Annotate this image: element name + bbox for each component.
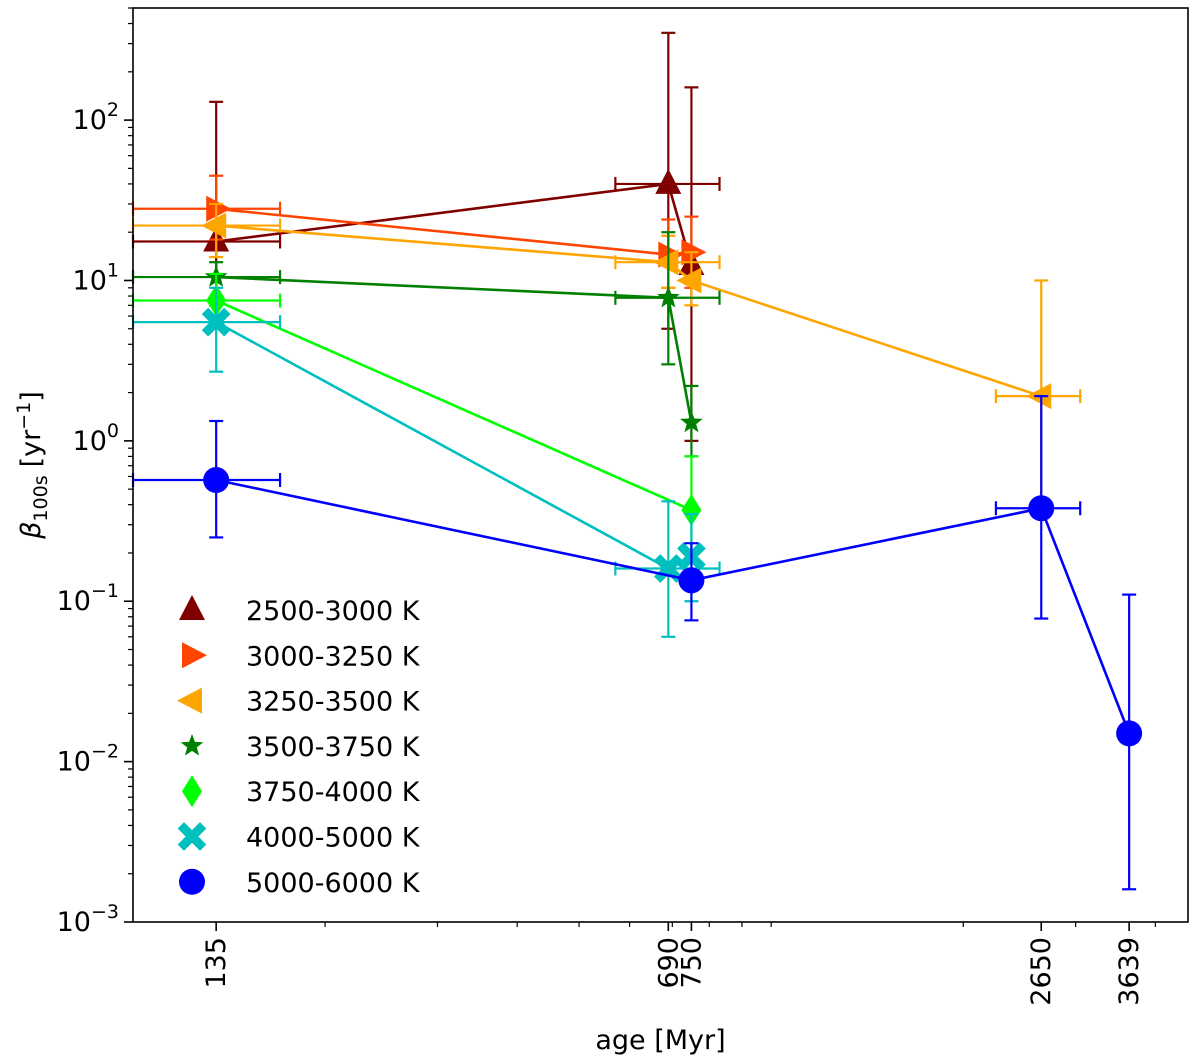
series-line	[216, 224, 1042, 398]
series-6	[131, 286, 721, 638]
y-tick-label: 10−2	[57, 741, 119, 778]
legend-entry: 3500-3750 K	[180, 732, 421, 763]
series-7	[131, 395, 1143, 891]
error-bar	[131, 272, 282, 330]
x-tick-label: 750	[676, 937, 707, 989]
series-1	[131, 31, 721, 442]
y-tick-label: 100	[73, 420, 119, 457]
legend-label: 5000-6000 K	[246, 868, 421, 899]
x-tick-label: 690	[653, 937, 684, 989]
legend-label: 2500-3000 K	[246, 596, 421, 627]
legend-label: 3500-3750 K	[246, 732, 421, 763]
legend-entry: 3000-3250 K	[182, 641, 421, 672]
legend-entry: 5000-6000 K	[179, 868, 421, 899]
legend: 2500-3000 K 3000-3250 K 3250-3500 K 3500-37…	[177, 595, 421, 899]
y-axis: 10−3 10−2 10−1 100 101 102	[57, 99, 133, 938]
legend-marker	[182, 775, 202, 808]
legend-entry: 2500-3000 K	[179, 595, 421, 627]
y-axis-label-unit-exp: −1	[13, 402, 35, 430]
legend-label: 3000-3250 K	[246, 641, 421, 672]
data-point	[676, 267, 702, 294]
data-point	[656, 285, 680, 308]
data-point	[653, 249, 679, 276]
error-bar	[131, 261, 282, 307]
error-bar	[131, 286, 282, 373]
legend-label: 3250-3500 K	[246, 687, 421, 718]
x-tick-label: 2650	[1026, 937, 1057, 1006]
series-line	[216, 275, 693, 423]
y-tick-label: 102	[73, 99, 119, 136]
legend-marker	[179, 868, 205, 895]
legend-marker	[177, 687, 202, 714]
legend-entry: 4000-5000 K	[177, 822, 421, 854]
y-tick-label: 10−3	[57, 901, 119, 938]
series-line	[215, 478, 1131, 734]
data-point	[1028, 495, 1055, 522]
minor-ticks	[128, 7, 1156, 927]
data-point	[201, 307, 231, 337]
y-axis-label-symbol: β	[16, 522, 47, 540]
y-axis-label-subscript: 100s	[30, 475, 52, 521]
legend-marker	[177, 822, 207, 851]
legend-entry: 3750-4000 K	[182, 775, 421, 808]
data-point	[680, 410, 703, 433]
x-axis-label: age [Myr]	[595, 1025, 725, 1056]
legend-label: 3750-4000 K	[246, 777, 421, 808]
legend-entry: 3250-3500 K	[177, 687, 421, 718]
x-tick-label: 3639	[1114, 937, 1145, 1006]
data-point	[203, 467, 230, 494]
legend-label: 4000-5000 K	[246, 823, 421, 854]
data-point	[681, 494, 702, 527]
series-3	[131, 202, 1082, 506]
data-point	[1116, 720, 1143, 747]
legend-marker	[179, 595, 205, 620]
series-line	[215, 299, 692, 512]
series-4	[131, 231, 721, 458]
plot-area	[131, 31, 1143, 891]
legend-marker	[182, 642, 207, 669]
y-axis-label-unit-close: ]	[16, 391, 47, 402]
y-axis-label-unit: [yr	[16, 429, 47, 468]
plot-frame	[132, 7, 1189, 923]
series-line	[215, 320, 692, 570]
y-tick-label: 101	[73, 259, 119, 296]
data-point	[655, 168, 682, 194]
series-line	[216, 182, 693, 266]
y-axis-label: β100s [yr−1]	[13, 391, 52, 540]
data-point	[201, 212, 227, 239]
x-tick-label: 135	[201, 937, 232, 989]
legend-marker	[180, 733, 204, 756]
data-point	[678, 567, 705, 594]
y-tick-label: 10−1	[57, 580, 119, 617]
data-point	[206, 195, 232, 222]
